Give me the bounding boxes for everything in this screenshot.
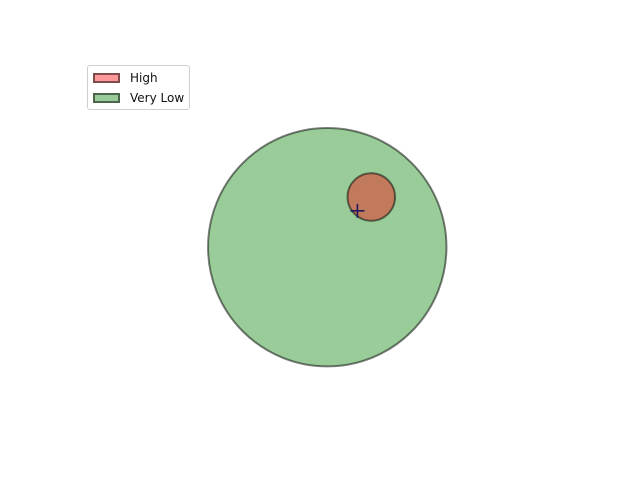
legend-swatch-high <box>93 73 120 83</box>
circle-very-low <box>207 126 448 368</box>
legend-swatch-very-low <box>93 93 120 103</box>
legend-item-very-low: Very Low <box>93 89 184 107</box>
legend-label-high: High <box>130 71 158 85</box>
legend-item-high: High <box>93 69 158 87</box>
legend-label-very-low: Very Low <box>130 91 185 105</box>
legend: High Very Low <box>87 65 190 110</box>
circle-high <box>346 172 397 222</box>
intersection-marker <box>350 203 365 218</box>
venn-circles <box>207 126 448 368</box>
